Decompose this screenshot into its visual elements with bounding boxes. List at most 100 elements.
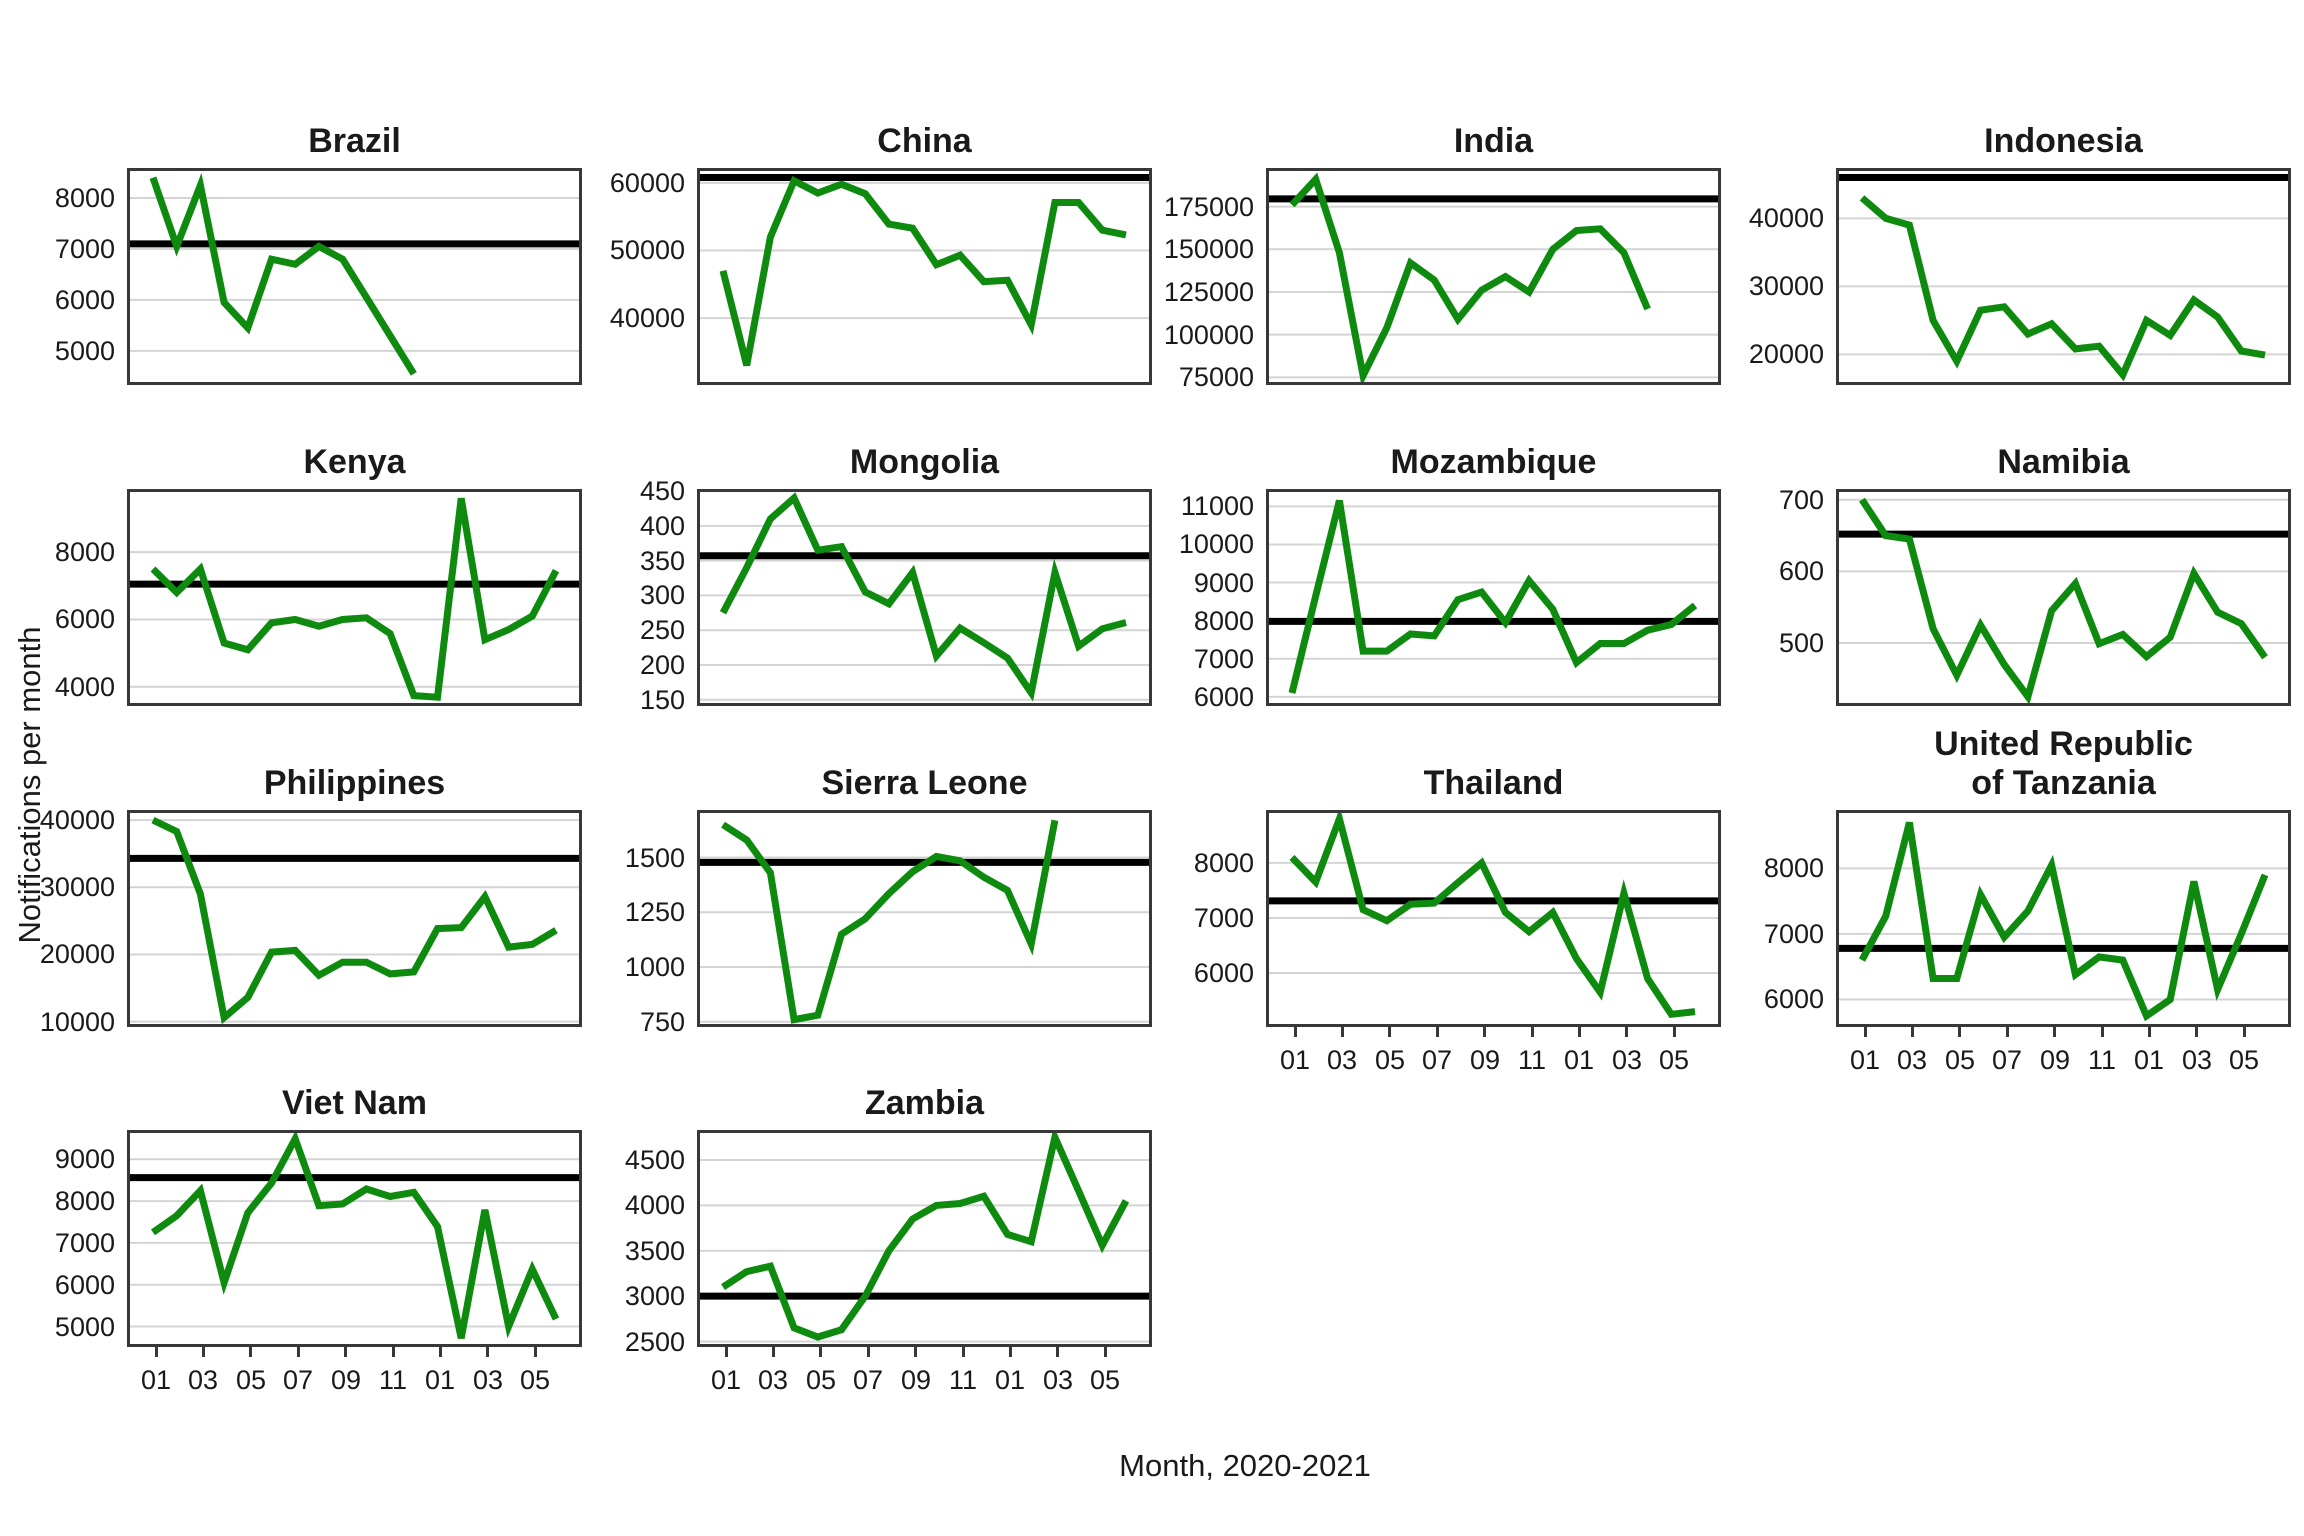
- facet-panel: Indonesia 20000 30000 40000: [1749, 122, 2291, 385]
- y-axis-tick-label: 150000: [1163, 234, 1254, 264]
- facet-panel: Sierra Leone 750 1000 1250 1500: [625, 764, 1152, 1036]
- x-axis-tick-mark: [1104, 1347, 1107, 1357]
- x-axis-tick-mark: [1531, 1027, 1534, 1037]
- y-axis-tick-label: 150: [639, 685, 685, 715]
- y-axis-tick-label: 8000: [1193, 848, 1254, 878]
- panel-title: Kenya: [303, 443, 406, 481]
- y-axis-tick-label: 350: [639, 546, 685, 576]
- y-axis-tick-label: 100000: [1163, 320, 1254, 350]
- x-axis-tick-label: 11: [1517, 1045, 1547, 1075]
- plot-area: [130, 497, 579, 701]
- x-axis-tick-label: 07: [1421, 1045, 1453, 1075]
- x-axis-tick-mark: [914, 1347, 917, 1357]
- facet-panel: United Republic of Tanzania 6000 7000 8000 0…: [1764, 725, 2291, 1075]
- panel-title: Philippines: [263, 764, 446, 802]
- data-line: [150, 497, 560, 701]
- x-axis-tick-label: 09: [2039, 1045, 2071, 1075]
- x-axis-tick-mark: [1056, 1347, 1059, 1357]
- x-axis-tick-label: 11: [2087, 1045, 2117, 1075]
- x-axis-tick-mark: [772, 1347, 775, 1357]
- y-axis-tick-label: 7000: [1193, 644, 1254, 674]
- x-axis-tick-mark: [202, 1347, 205, 1357]
- x-axis-tick-mark: [867, 1347, 870, 1357]
- x-axis-tick-label: 07: [1991, 1045, 2023, 1075]
- x-axis-tick-label: 03: [1326, 1045, 1358, 1075]
- y-axis-tick-label: 4500: [624, 1145, 685, 1175]
- x-axis-tick-label: 11: [948, 1365, 978, 1395]
- facet-panel: Philippines 10000 20000 30000 40000: [40, 764, 582, 1036]
- panel-title: Mozambique: [1390, 443, 1597, 481]
- y-axis-tick-label: 500: [1778, 628, 1824, 658]
- facet-panel: Mongolia 150 200 250 300 350 400 450: [640, 443, 1152, 714]
- x-axis-tick-mark: [2053, 1027, 2056, 1037]
- y-axis-tick-label: 450: [639, 476, 685, 506]
- y-axis-tick-label: 10000: [39, 1007, 115, 1037]
- plot-area: [1839, 821, 2288, 1022]
- plot-area: [130, 1133, 579, 1339]
- x-axis-tick-label: 01: [424, 1365, 456, 1395]
- x-axis-tick-label: 05: [1089, 1365, 1121, 1395]
- x-axis-tick-mark: [2195, 1027, 2198, 1037]
- y-axis-tick-label: 250: [639, 615, 685, 645]
- x-axis-tick-mark: [725, 1347, 728, 1357]
- x-axis-tick-mark: [2101, 1027, 2104, 1037]
- y-axis-tick-label: 11000: [1180, 491, 1254, 521]
- x-axis-tick-mark: [962, 1347, 965, 1357]
- x-axis-tick-mark: [249, 1347, 252, 1357]
- x-axis-tick-label: 05: [805, 1365, 837, 1395]
- x-axis-tick-label: 01: [140, 1365, 172, 1395]
- y-axis-tick-label: 30000: [1748, 271, 1824, 301]
- x-axis-tick-label: 11: [378, 1365, 408, 1395]
- y-axis-tick-label: 6000: [54, 604, 115, 634]
- x-axis-tick-mark: [1483, 1027, 1486, 1037]
- x-axis-tick-mark: [2148, 1027, 2151, 1037]
- x-axis-tick-mark: [344, 1347, 347, 1357]
- y-axis-tick-label: 6000: [1763, 984, 1824, 1014]
- x-axis-tick-mark: [392, 1347, 395, 1357]
- facet-panel: Namibia 500 600 700: [1779, 443, 2291, 706]
- plot-area: [700, 819, 1149, 1024]
- facet-panel: India 75000 100000 125000 150000 175000: [1164, 122, 1721, 391]
- x-axis-title: Month, 2020-2021: [1119, 1448, 1371, 1483]
- y-axis-tick-label: 1250: [624, 897, 685, 927]
- data-line: [1858, 821, 2269, 1022]
- y-axis-tick-label: 6000: [54, 285, 115, 315]
- x-axis-tick-mark: [1341, 1027, 1344, 1037]
- y-axis-tick-label: 1500: [624, 843, 685, 873]
- x-axis-tick-mark: [155, 1347, 158, 1357]
- panel-title: Brazil: [308, 122, 401, 160]
- panel-title: Mongolia: [849, 443, 1000, 481]
- facet-panel: Mozambique 6000 7000 8000 9000 10000 11000: [1179, 443, 1721, 711]
- plot-area: [1839, 497, 2288, 703]
- y-axis-tick-label: 8000: [1763, 853, 1824, 883]
- x-axis-tick-label: 05: [1658, 1045, 1690, 1075]
- y-axis-tick-label: 7000: [1193, 903, 1254, 933]
- x-axis-tick-mark: [1009, 1347, 1012, 1357]
- plot-area: [700, 173, 1149, 367]
- x-axis-tick-label: 05: [1374, 1045, 1406, 1075]
- y-axis-tick-label: 8000: [54, 537, 115, 567]
- data-line: [721, 1133, 1130, 1341]
- x-axis-tick-label: 03: [1042, 1365, 1074, 1395]
- data-line: [719, 175, 1127, 367]
- data-line: [150, 1133, 560, 1339]
- y-axis-tick-label: 8000: [54, 183, 115, 213]
- y-axis-tick-label: 125000: [1163, 277, 1254, 307]
- y-axis-tick-label: 400: [639, 511, 685, 541]
- x-axis-tick-label: 01: [710, 1365, 742, 1395]
- y-axis-tick-label: 700: [1778, 485, 1824, 515]
- x-axis-tick-label: 03: [1896, 1045, 1928, 1075]
- x-axis-tick-mark: [1958, 1027, 1961, 1037]
- x-axis-tick-mark: [1578, 1027, 1581, 1037]
- y-axis-tick-label: 60000: [609, 168, 685, 198]
- x-axis-tick-mark: [1294, 1027, 1297, 1037]
- y-axis-tick-label: 40000: [609, 303, 685, 333]
- data-line: [1859, 497, 2268, 703]
- y-axis-tick-label: 8000: [54, 1186, 115, 1216]
- plot-area: [1269, 499, 1718, 698]
- y-axis-title: Notifications per month: [12, 626, 47, 944]
- x-axis-tick-label: 01: [1563, 1045, 1595, 1075]
- x-axis-tick-mark: [297, 1347, 300, 1357]
- panel-title: United Republic of Tanzania: [1934, 725, 2193, 802]
- x-axis-tick-mark: [2243, 1027, 2246, 1037]
